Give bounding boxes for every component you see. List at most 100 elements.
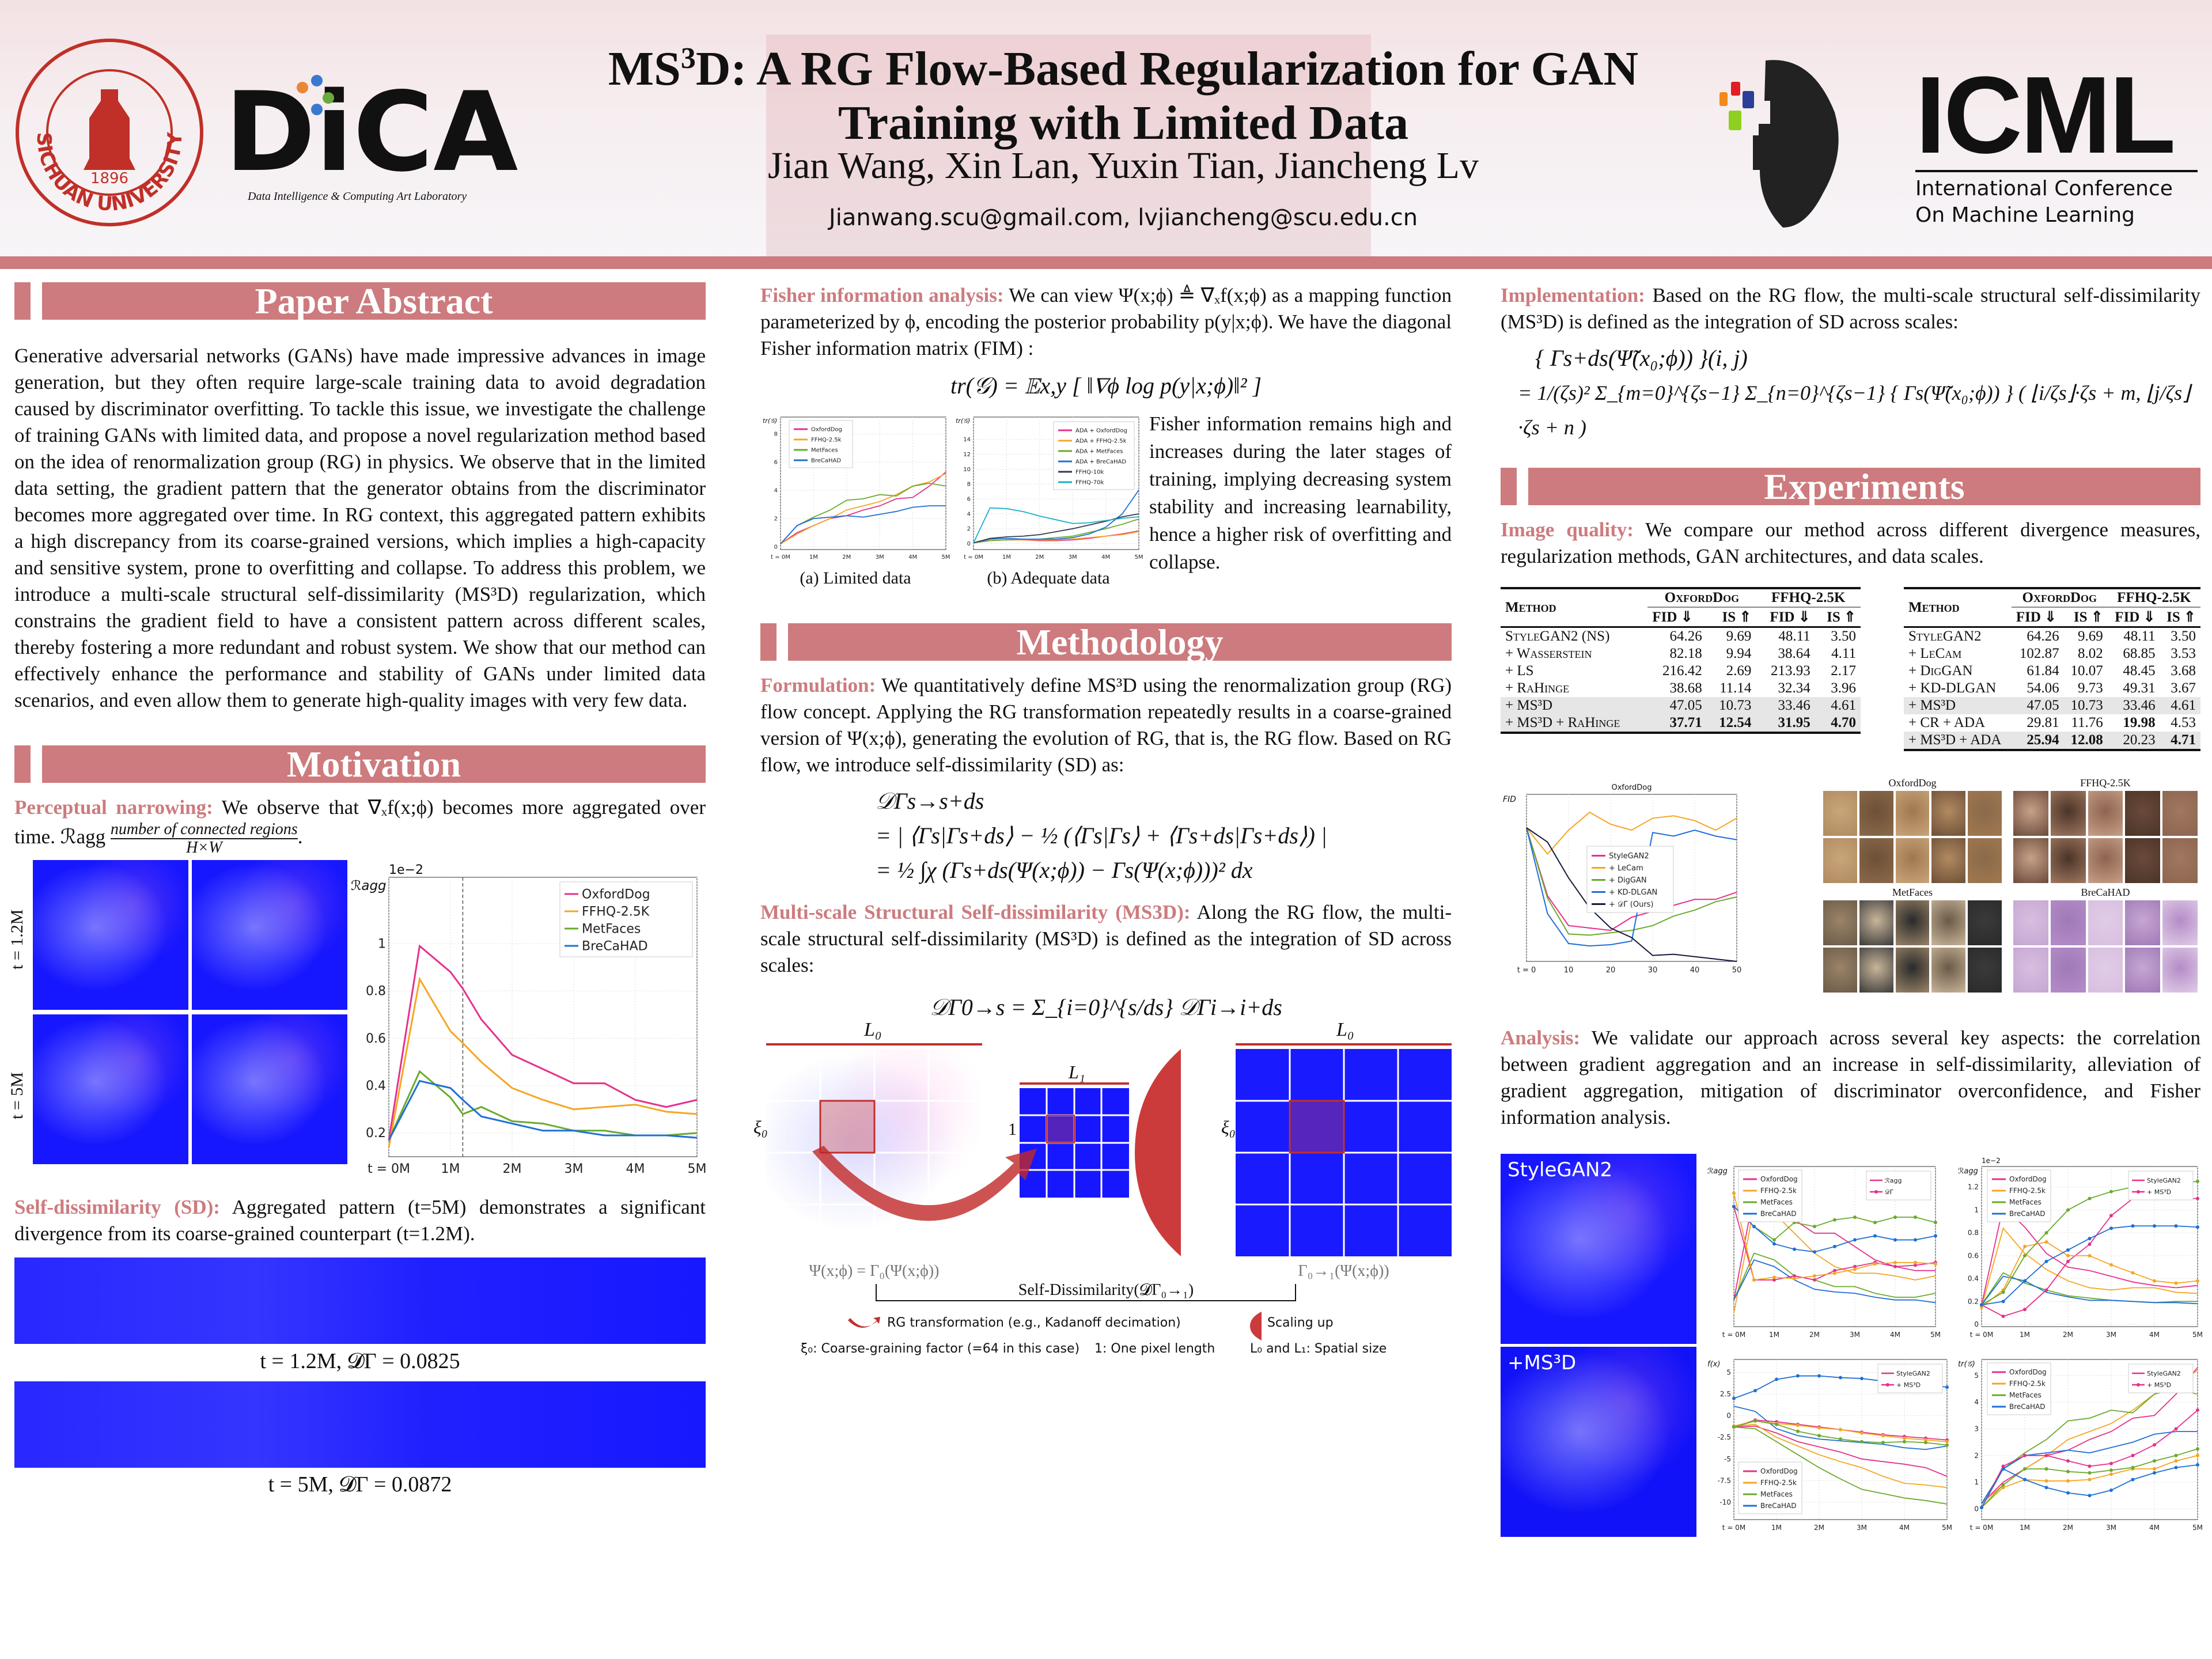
data-point — [1914, 1238, 1917, 1242]
data-point — [2066, 1479, 2070, 1483]
series-line-ada-brecahad — [973, 490, 1139, 544]
cell-value: 32.34 — [1778, 680, 1810, 696]
sample-image — [2125, 948, 2161, 993]
series-line--diggan — [1526, 827, 1737, 936]
section-header-methodology: Methodology — [760, 623, 1452, 661]
legend-label: OxfordDog — [2009, 1368, 2047, 1376]
data-point — [2023, 1467, 2027, 1471]
sample-image — [1823, 838, 1857, 883]
icml-name: ICML — [1915, 54, 2176, 176]
legend-label: BreCaHAD — [811, 457, 841, 464]
legend-label: + KD-DLGAN — [1609, 888, 1657, 897]
caption-limited-data: (a) Limited data — [800, 569, 911, 588]
cell-method: + RaHinge — [1505, 680, 1570, 696]
experiment-figures: t = 0 10 20 30 40 50 FID OxfordDog StyleGAN2 + Le… — [1501, 777, 2200, 993]
fisher-figure: t = 0M 1M 2M 3M 4M 5M 0 2 4 6 8 tr(𝒢) OxfordDog FFHQ-… — [760, 410, 1452, 594]
x-tick-label: 2M — [503, 1162, 522, 1176]
data-point — [2044, 1486, 2048, 1490]
cell-method: + MS³D + ADA — [1908, 732, 2002, 748]
data-point — [1817, 1374, 1821, 1378]
caption-adequate-data: (b) Adequate data — [987, 569, 1110, 588]
legend-label: FFHQ-2.5k — [811, 437, 842, 443]
cell-value: 12.54 — [1719, 715, 1752, 730]
sample-image — [2050, 791, 2086, 836]
cell-method: StyleGAN2 — [1908, 628, 1982, 644]
table-row: + CR + ADA 29.81 11.76 19.98 4.53 — [1904, 714, 2200, 732]
data-point — [2153, 1224, 2156, 1228]
y-tick-label: 0 — [1974, 1505, 1979, 1513]
sample-image — [1859, 948, 1893, 993]
cell-value: 4.71 — [2171, 732, 2196, 748]
row-label-5m: t = 5M — [7, 1072, 26, 1119]
cell-value: 37.71 — [1669, 715, 1702, 730]
data-point — [1945, 1385, 1949, 1389]
data-point — [1817, 1426, 1821, 1430]
x-tick-label: 3M — [1850, 1331, 1860, 1339]
data-point — [2153, 1471, 2156, 1475]
x-tick-label: 1M — [441, 1162, 460, 1176]
abstract-text: Generative adversarial networks (GANs) h… — [14, 344, 706, 711]
data-point — [2023, 1453, 2027, 1457]
y-axis-label: tr(𝒢) — [763, 417, 777, 425]
x-tick-label: 2M — [1809, 1331, 1820, 1339]
legend2-label: ℛagg — [1885, 1177, 1902, 1184]
sample-grid-brecahad — [2013, 900, 2198, 993]
data-point — [1833, 1245, 1836, 1248]
data-point — [1945, 1440, 1949, 1444]
poster-header: 1896 SICHUAN UNIVERSITY DiCA Data Intell… — [0, 0, 2212, 256]
x-tick-label: 3M — [565, 1162, 584, 1176]
legend-one-text: 1: One pixel length — [1094, 1342, 1215, 1356]
data-point — [2023, 1279, 2027, 1283]
data-point — [2088, 1253, 2092, 1257]
cell-value: 68.85 — [2123, 646, 2156, 661]
x-tick-label: t = 0M — [1970, 1524, 1993, 1532]
data-point — [2109, 1190, 2113, 1194]
cell-value: 33.46 — [1778, 698, 1810, 713]
y-tick-label: 1 — [378, 937, 386, 951]
data-point — [2044, 1259, 2048, 1263]
x-tick-label: 10 — [1564, 966, 1574, 975]
heatmap-stylegan2: StyleGAN2 — [1501, 1154, 1696, 1344]
data-point — [1732, 1205, 1736, 1209]
dica-logo: DiCA Data Intelligence & Computing Art L… — [225, 69, 524, 203]
legend-rg-text: RG transformation (e.g., Kadanoff decima… — [887, 1316, 1181, 1330]
col-ds2: FFHQ-2.5K — [1756, 589, 1861, 608]
data-point — [2001, 1483, 2005, 1487]
x-tick-label: 1M — [2020, 1524, 2030, 1532]
data-point — [2044, 1288, 2048, 1292]
sample-image — [2050, 900, 2086, 945]
legend2-marker — [1874, 1190, 1878, 1194]
x-tick-label: 5M — [1942, 1524, 1952, 1532]
data-point — [1980, 1303, 1983, 1307]
y-tick-label: 5 — [1974, 1372, 1979, 1380]
gradient-heatmap-2 — [192, 860, 347, 1010]
legend-xi-text: ξ₀: Coarse-graining factor (=64 in this … — [801, 1342, 1080, 1356]
formulation-text: Formulation: We quantitatively define MS… — [760, 674, 1452, 776]
series-line-oxforddog-stylegan2 — [1733, 1425, 1948, 1477]
sample-image — [1895, 791, 1930, 836]
impl-equation-2: = 1/(ζs)² Σ_{m=0}^{ζs−1} Σ_{n=0}^{ζs−1} … — [1518, 381, 2191, 439]
legend-box — [1053, 421, 1135, 490]
x-tick-label: t = 0M — [1970, 1331, 1993, 1339]
data-point — [2131, 1224, 2135, 1228]
x-tick-label: 5M — [1135, 554, 1143, 560]
data-point — [1813, 1225, 1816, 1229]
col-metric: IS ⇑ — [2073, 609, 2103, 625]
x-tick-label: t = 0M — [1722, 1331, 1745, 1339]
cell-value: 8.02 — [2077, 646, 2103, 661]
data-point — [1833, 1271, 1836, 1275]
y-tick-label: 6 — [967, 496, 971, 502]
data-point — [1796, 1374, 1800, 1378]
cell-method: + Wasserstein — [1505, 646, 1592, 661]
y-axis-label: FID — [1503, 795, 1516, 804]
label-xi0-right: ξ₀ — [1221, 1117, 1236, 1138]
x-tick-label: 4M — [626, 1162, 645, 1176]
author-emails[interactable]: Jianwang.scu@gmail.com, lvjiancheng@scu.… — [828, 204, 1418, 231]
legend-rg-arrow-icon — [848, 1317, 880, 1328]
cell-value: 82.18 — [1669, 646, 1702, 661]
y-tick-label: 6 — [774, 460, 778, 466]
cell-value: 10.73 — [1719, 698, 1752, 713]
legend-label: FFHQ-70k — [1075, 479, 1104, 486]
legend-L-text: L₀ and L₁: Spatial size — [1250, 1342, 1387, 1356]
data-point — [2131, 1465, 2135, 1469]
